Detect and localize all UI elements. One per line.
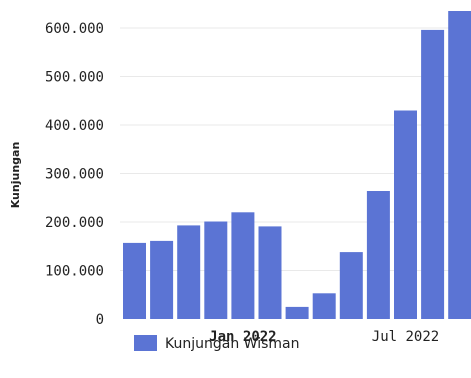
x-axis-ticks: Jan 2022 Jul 2022 — [209, 329, 439, 345]
bar[interactable] — [421, 29, 445, 320]
y-axis-ticks: 0 100.000 200.000 300.000 400.000 500.000 600.… — [45, 21, 104, 328]
bar[interactable] — [312, 293, 336, 319]
bar[interactable] — [339, 252, 363, 319]
legend-swatch[interactable] — [134, 335, 157, 351]
bar[interactable] — [285, 306, 309, 319]
y-tick-label: 100.000 — [45, 264, 104, 280]
bar[interactable] — [231, 212, 255, 319]
x-tick-label: Jan 2022 — [209, 329, 276, 345]
bar[interactable] — [366, 191, 390, 319]
bars — [123, 11, 471, 320]
bar[interactable] — [204, 221, 228, 320]
y-axis-label: Kunjungan — [9, 142, 22, 209]
bar[interactable] — [394, 110, 417, 320]
bar[interactable] — [177, 225, 201, 319]
bar[interactable] — [258, 226, 282, 319]
gridlines — [120, 27, 471, 271]
bar[interactable] — [150, 240, 174, 319]
legend-label[interactable]: Kunjungan Wisman — [165, 336, 299, 352]
y-tick-label: 600.000 — [45, 21, 104, 37]
x-tick-label: Jul 2022 — [372, 329, 439, 345]
y-tick-label: 200.000 — [45, 215, 104, 231]
bar[interactable] — [123, 242, 146, 319]
y-tick-label: 0 — [96, 312, 104, 328]
bar[interactable] — [448, 11, 471, 319]
legend[interactable]: Kunjungan Wisman — [134, 335, 299, 352]
y-tick-label: 400.000 — [45, 118, 104, 134]
y-tick-label: 500.000 — [45, 70, 104, 86]
y-tick-label: 300.000 — [45, 167, 104, 183]
